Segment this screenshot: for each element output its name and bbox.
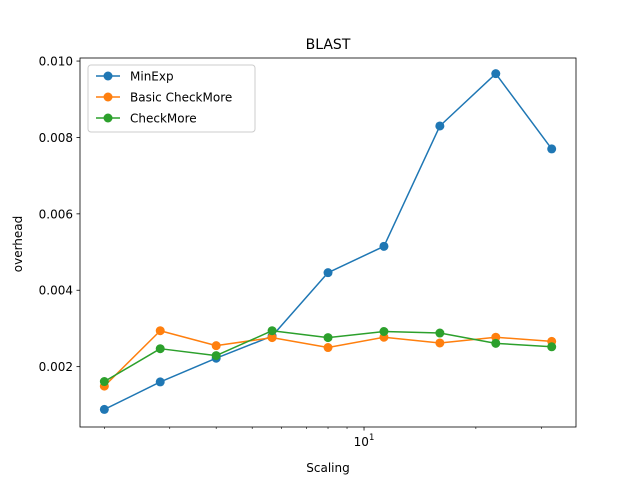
data-point (435, 328, 445, 338)
data-point (323, 268, 333, 278)
legend-marker (103, 71, 113, 81)
y-tick-label: 0.006 (39, 207, 73, 221)
y-tick-label: 0.004 (39, 284, 73, 298)
legend: MinExp Basic CheckMore CheckMore (87, 64, 256, 133)
axes: 101 0.002 0.004 0.006 0.008 0.010 (39, 55, 577, 449)
x-axis-label: Scaling (306, 461, 349, 475)
data-point (267, 333, 277, 343)
data-point (547, 144, 557, 154)
data-point (323, 343, 333, 353)
data-point (547, 342, 557, 352)
data-point (379, 241, 389, 251)
data-point (155, 326, 165, 336)
legend-label: MinExp (130, 70, 174, 84)
data-point (267, 326, 277, 336)
y-tick-label: 0.008 (39, 131, 73, 145)
chart-title: BLAST (306, 37, 351, 53)
plot-area (99, 69, 557, 414)
data-point (379, 327, 389, 336)
data-point (211, 351, 221, 361)
data-point (323, 333, 333, 343)
x-tick-label: 101 (354, 433, 375, 449)
data-point (435, 338, 445, 348)
legend-label: CheckMore (130, 112, 197, 126)
legend-box (87, 64, 256, 133)
y-tick-label: 0.002 (39, 360, 73, 374)
legend-marker (103, 92, 113, 102)
data-point (99, 404, 109, 414)
data-point (435, 121, 445, 131)
y-tick-label: 0.010 (39, 55, 73, 69)
y-axis-label: overhead (11, 216, 25, 273)
data-point (211, 341, 221, 351)
data-point (491, 69, 501, 79)
data-point (491, 338, 501, 348)
legend-label: Basic CheckMore (130, 91, 232, 105)
data-point (155, 377, 165, 387)
data-point (99, 377, 109, 387)
legend-marker (103, 113, 113, 123)
data-point (155, 344, 165, 354)
